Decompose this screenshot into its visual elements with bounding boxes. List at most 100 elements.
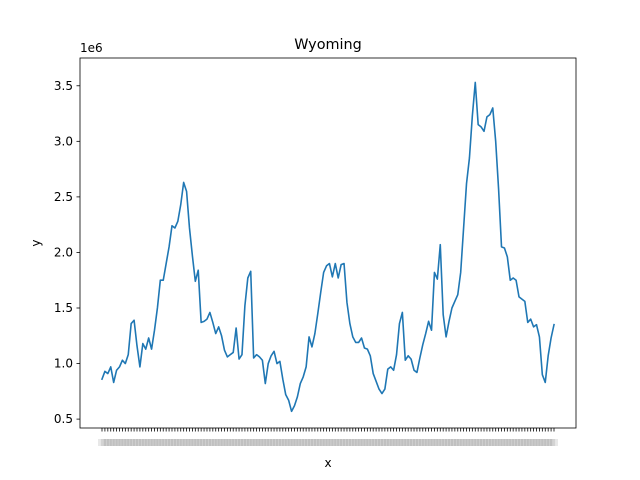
y-tick-label: 3.0 [54, 134, 73, 148]
x-tick-label-glyph [500, 439, 509, 446]
x-tick-label-glyph [290, 439, 299, 446]
x-tick-label-glyph [299, 439, 308, 446]
x-tick-label-glyph [229, 439, 238, 446]
x-tick-label-glyph [340, 439, 349, 446]
x-tick-label-glyph [392, 439, 401, 446]
y-tick-label: 1.0 [54, 357, 73, 371]
x-tick-label-glyph [130, 439, 139, 446]
x-tick-label-glyph [296, 439, 305, 446]
x-tick-label-glyph [173, 439, 182, 446]
x-tick-label-glyph [109, 439, 118, 446]
x-tick-label-glyph [205, 439, 214, 446]
x-tick-label-glyph [383, 439, 392, 446]
x-tick-label-glyph [194, 439, 203, 446]
x-tick-label-glyph [319, 439, 328, 446]
x-tick-label-glyph [170, 439, 179, 446]
y-tick-label: 3.5 [54, 79, 73, 93]
x-tick-label-glyph [191, 439, 200, 446]
x-tick-label-glyph [526, 439, 535, 446]
x-tick-label-glyph [138, 439, 147, 446]
x-tick-label-glyph [185, 439, 194, 446]
x-tick-label-glyph [369, 439, 378, 446]
x-tick-label-glyph [494, 439, 503, 446]
x-tick-label-glyph [106, 439, 115, 446]
x-tick-label-glyph [482, 439, 491, 446]
x-tick-label-glyph [485, 439, 494, 446]
x-tick-label-glyph [453, 439, 462, 446]
x-tick-label-glyph [337, 439, 346, 446]
x-tick-label-glyph [115, 439, 124, 446]
x-tick-label-glyph [188, 439, 197, 446]
x-tick-label-glyph [445, 439, 454, 446]
x-tick-label-glyph [506, 439, 515, 446]
x-tick-label-glyph [412, 439, 421, 446]
x-tick-label-glyph [529, 439, 538, 446]
x-tick-label-glyph [424, 439, 433, 446]
x-tick-label-glyph [430, 439, 439, 446]
y-multiplier-label: 1e6 [80, 41, 103, 55]
x-tick-label-glyph [407, 439, 416, 446]
x-tick-label-glyph [488, 439, 497, 446]
x-tick-label-glyph [208, 439, 217, 446]
x-tick-label-glyph [240, 439, 249, 446]
x-tick-label-glyph [270, 439, 279, 446]
series-line [100, 81, 555, 413]
x-tick-label-glyph [509, 439, 518, 446]
x-tick-label-glyph [202, 439, 211, 446]
x-tick-label-glyph [220, 439, 229, 446]
x-tick-label-glyph [386, 439, 395, 446]
x-tick-label-glyph [217, 439, 226, 446]
x-axis-ticks [98, 428, 558, 446]
x-tick-label-glyph [334, 439, 343, 446]
x-tick-label-glyph [112, 439, 121, 446]
x-tick-label-glyph [348, 439, 357, 446]
x-tick-label-glyph [264, 439, 273, 446]
y-axis-label: y [29, 239, 43, 246]
x-tick-label-glyph [395, 439, 404, 446]
x-tick-label-glyph [415, 439, 424, 446]
x-tick-label-glyph [237, 439, 246, 446]
x-tick-label-glyph [436, 439, 445, 446]
x-tick-label-glyph [450, 439, 459, 446]
x-tick-label-glyph [550, 439, 558, 446]
x-tick-label-glyph [544, 439, 553, 446]
x-tick-label-glyph [477, 439, 486, 446]
x-tick-label-glyph [302, 439, 311, 446]
x-tick-label-glyph [328, 439, 337, 446]
x-tick-label-glyph [447, 439, 456, 446]
x-tick-label-glyph [124, 439, 133, 446]
x-tick-label-glyph [100, 439, 109, 446]
x-tick-label-glyph [442, 439, 451, 446]
x-tick-label-glyph [281, 439, 290, 446]
x-tick-label-glyph [456, 439, 465, 446]
y-tick-label: 2.5 [54, 190, 73, 204]
x-tick-label-glyph [433, 439, 442, 446]
x-tick-label-glyph [307, 439, 316, 446]
x-tick-label-glyph [258, 439, 267, 446]
x-tick-label-glyph [398, 439, 407, 446]
x-tick-label-glyph [211, 439, 220, 446]
x-tick-label-glyph [480, 439, 489, 446]
x-tick-label-glyph [497, 439, 506, 446]
x-tick-label-glyph [512, 439, 521, 446]
x-tick-label-glyph [293, 439, 302, 446]
x-tick-label-glyph [200, 439, 209, 446]
x-tick-label-glyph [418, 439, 427, 446]
x-tick-label-glyph [159, 439, 168, 446]
x-tick-label-glyph [252, 439, 261, 446]
x-tick-label-glyph [167, 439, 176, 446]
x-tick-label-glyph [427, 439, 436, 446]
x-tick-label-glyph [261, 439, 270, 446]
x-tick-label-glyph [98, 439, 106, 446]
x-tick-label-glyph [313, 439, 322, 446]
x-tick-label-glyph [156, 439, 165, 446]
x-tick-label-glyph [144, 439, 153, 446]
x-tick-label-glyph [182, 439, 191, 446]
x-tick-label-glyph [404, 439, 413, 446]
x-tick-label-glyph [246, 439, 255, 446]
x-tick-label-glyph [255, 439, 264, 446]
y-tick-label: 1.5 [54, 301, 73, 315]
x-tick-label-glyph [439, 439, 448, 446]
x-tick-label-glyph [226, 439, 235, 446]
